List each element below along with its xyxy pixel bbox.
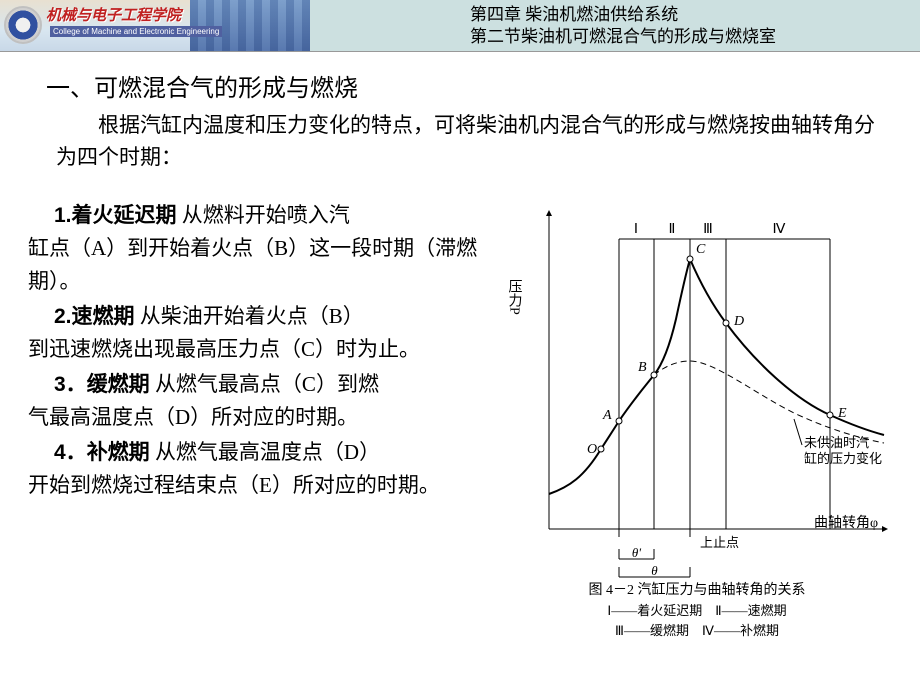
phase-text-b: 开始到燃烧过程结束点（E）所对应的时期。 — [28, 473, 440, 497]
phase-num: 1. — [54, 204, 72, 227]
svg-text:Ⅳ: Ⅳ — [773, 222, 786, 237]
slide-content: 一、可燃混合气的形成与燃烧 根据汽缸内温度和压力变化的特点，可将柴油机内混合气的… — [0, 52, 920, 641]
svg-text:未供油时汽: 未供油时汽 — [804, 435, 869, 450]
diagram-column: 压力P 曲轴转角φ Ⅰ Ⅱ Ⅲ Ⅳ O A B C D E 未供油时汽缸的压力变化上止点 θ' θ 图 4－… — [486, 199, 900, 641]
svg-text:C: C — [696, 242, 706, 257]
svg-text:缸的压力变化: 缸的压力变化 — [804, 451, 882, 466]
phase-text-a: 从燃气最高点（C）到燃 — [150, 372, 379, 396]
phase-num: 3． — [54, 373, 87, 396]
slide-header: 机械与电子工程学院 College of Machine and Electro… — [0, 0, 920, 52]
college-emblem-icon — [4, 6, 42, 44]
svg-text:上止点: 上止点 — [700, 535, 739, 550]
svg-text:压力P: 压力P — [507, 279, 523, 315]
svg-text:Ⅱ: Ⅱ — [669, 222, 676, 237]
svg-text:A: A — [602, 408, 612, 423]
svg-text:θ': θ' — [632, 545, 641, 560]
figure-caption: 图 4－2 汽缸压力与曲轴转角的关系 Ⅰ——着火延迟期 Ⅱ——速燃期 Ⅲ——缓燃… — [494, 581, 900, 641]
phase-text-a: 从燃气最高温度点（D） — [150, 440, 380, 464]
pressure-angle-chart: 压力P 曲轴转角φ Ⅰ Ⅱ Ⅲ Ⅳ O A B C D E 未供油时汽缸的压力变化上止点 θ' θ — [494, 199, 894, 579]
phase-2-para: 2.速燃期 从柴油开始着火点（B） 到迅速燃烧出现最高压力点（C）时为止。 — [28, 300, 486, 366]
section-title: 一、可燃混合气的形成与燃烧 — [46, 68, 900, 103]
text-column: 1.着火延迟期 从燃料开始喷入汽缸点（A）到开始着火点（B）这一段时期（滞燃期）… — [28, 199, 486, 641]
college-name: 机械与电子工程学院 — [46, 4, 181, 25]
phase-text-a: 从燃料开始喷入汽 — [177, 203, 350, 227]
college-name-en: College of Machine and Electronic Engine… — [50, 26, 222, 37]
intro-paragraph: 根据汽缸内温度和压力变化的特点，可将柴油机内混合气的形成与燃烧按曲轴转角分为四个… — [56, 109, 892, 173]
phase-term: 着火延迟期 — [72, 204, 177, 227]
phase-text-a: 从柴油开始着火点（B） — [135, 304, 364, 328]
caption-legend-1: Ⅰ——着火延迟期 Ⅱ——速燃期 — [494, 601, 900, 621]
svg-text:D: D — [733, 314, 744, 329]
phase-term: 缓燃期 — [87, 373, 150, 396]
chapter-line-2: 第二节柴油机可燃混合气的形成与燃烧室 — [470, 26, 910, 48]
phase-num: 2. — [54, 305, 72, 328]
svg-text:Ⅰ: Ⅰ — [634, 222, 638, 237]
phase-term: 补燃期 — [87, 441, 150, 464]
phase-num: 4． — [54, 441, 87, 464]
phase-text-b: 到迅速燃烧出现最高压力点（C）时为止。 — [28, 337, 420, 361]
phase-1-para: 1.着火延迟期 从燃料开始喷入汽缸点（A）到开始着火点（B）这一段时期（滞燃期）… — [28, 199, 486, 298]
phase-text-b: 缸点（A）到开始着火点（B）这一段时期（滞燃期）。 — [28, 236, 477, 293]
svg-text:O: O — [587, 442, 597, 457]
chapter-heading: 第四章 柴油机燃油供给系统 第二节柴油机可燃混合气的形成与燃烧室 — [310, 0, 920, 51]
caption-legend-2: Ⅲ——缓燃期 Ⅳ——补燃期 — [494, 621, 900, 641]
svg-text:B: B — [638, 360, 647, 375]
svg-text:Ⅲ: Ⅲ — [703, 222, 713, 237]
phase-3-para: 3．缓燃期 从燃气最高点（C）到燃气最高温度点（D）所对应的时期。 — [28, 368, 486, 434]
svg-text:曲轴转角φ: 曲轴转角φ — [814, 515, 878, 531]
phase-term: 速燃期 — [72, 305, 135, 328]
body-columns: 1.着火延迟期 从燃料开始喷入汽缸点（A）到开始着火点（B）这一段时期（滞燃期）… — [28, 199, 900, 641]
svg-text:θ: θ — [651, 563, 658, 578]
header-logo-area: 机械与电子工程学院 College of Machine and Electro… — [0, 0, 310, 51]
phase-text-b: 气最高温度点（D）所对应的时期。 — [28, 405, 358, 429]
chapter-line-1: 第四章 柴油机燃油供给系统 — [470, 4, 910, 26]
phase-4-para: 4．补燃期 从燃气最高温度点（D） 开始到燃烧过程结束点（E）所对应的时期。 — [28, 436, 486, 502]
svg-text:E: E — [837, 406, 847, 421]
caption-title: 图 4－2 汽缸压力与曲轴转角的关系 — [494, 581, 900, 601]
